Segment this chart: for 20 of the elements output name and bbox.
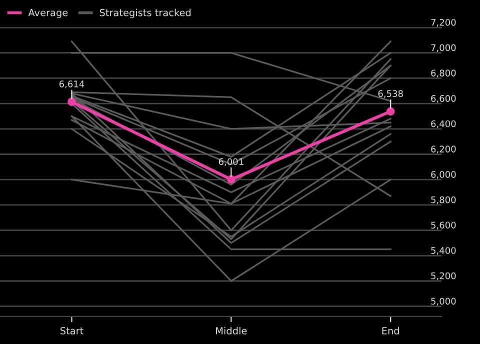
x-tick-label: Start: [60, 327, 84, 334]
y-tick-label: 6,400: [431, 120, 456, 128]
y-tick-label: 6,000: [431, 171, 456, 179]
legend-label: Strategists tracked: [100, 8, 191, 18]
y-tick-label: 6,600: [431, 94, 456, 103]
data-label: 6,614: [59, 80, 84, 88]
y-tick-label: 7,200: [431, 18, 456, 27]
y-tick-label: 6,200: [431, 146, 456, 154]
x-tick-label: End: [382, 326, 399, 334]
data-label: 6,001: [218, 158, 244, 166]
y-tick-label: 6,800: [431, 70, 456, 78]
y-tick-label: 5,000: [431, 298, 456, 306]
y-tick-label: 5,800: [431, 196, 456, 204]
data-label: 6,538: [378, 90, 403, 98]
x-tick-label: Middle: [216, 326, 247, 334]
y-tick-label: 7,000: [431, 44, 456, 52]
y-tick-label: 5,400: [431, 247, 456, 255]
legend-label: Average: [28, 9, 68, 18]
y-tick-label: 5,200: [431, 272, 456, 280]
y-tick-label: 5,600: [431, 222, 456, 230]
